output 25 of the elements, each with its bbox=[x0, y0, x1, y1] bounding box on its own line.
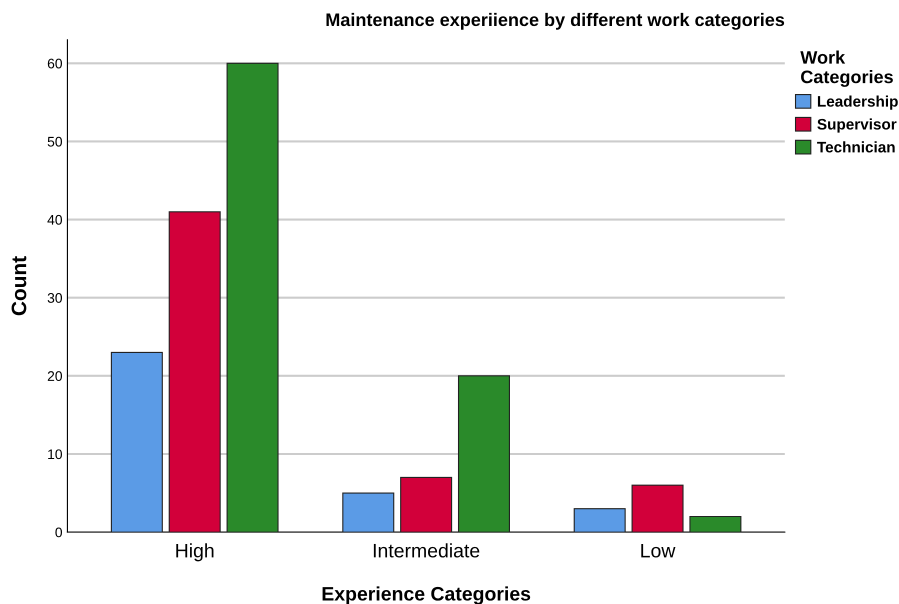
bar bbox=[342, 492, 394, 532]
bar bbox=[226, 62, 279, 532]
x-tick-label: Intermediate bbox=[374, 543, 480, 558]
bar bbox=[689, 516, 742, 532]
y-tick-label: 50 bbox=[48, 136, 62, 147]
y-tick-label: 60 bbox=[48, 58, 62, 68]
y-tick-label: 0 bbox=[55, 527, 62, 538]
bar bbox=[458, 375, 510, 532]
y-tick-label: 30 bbox=[48, 293, 62, 303]
x-tick-label: Low bbox=[641, 544, 676, 558]
bar bbox=[110, 352, 163, 532]
bar bbox=[400, 476, 452, 532]
legend-label: Technician bbox=[817, 141, 895, 153]
y-tick-label: 40 bbox=[47, 214, 62, 225]
bar bbox=[632, 484, 684, 532]
legend-label: Supervisor bbox=[817, 118, 896, 133]
y-axis-title: Count bbox=[12, 256, 26, 316]
bar bbox=[574, 508, 626, 532]
bar bbox=[168, 211, 221, 532]
legend-label: Leadership bbox=[818, 96, 898, 110]
y-tick-label: 20 bbox=[48, 371, 62, 382]
legend-title: Work Categories bbox=[800, 50, 893, 87]
y-tick-label: 10 bbox=[48, 449, 62, 460]
x-tick-label: High bbox=[176, 543, 214, 562]
chart-title: Maintenance experiience by different work categories bbox=[326, 12, 784, 30]
